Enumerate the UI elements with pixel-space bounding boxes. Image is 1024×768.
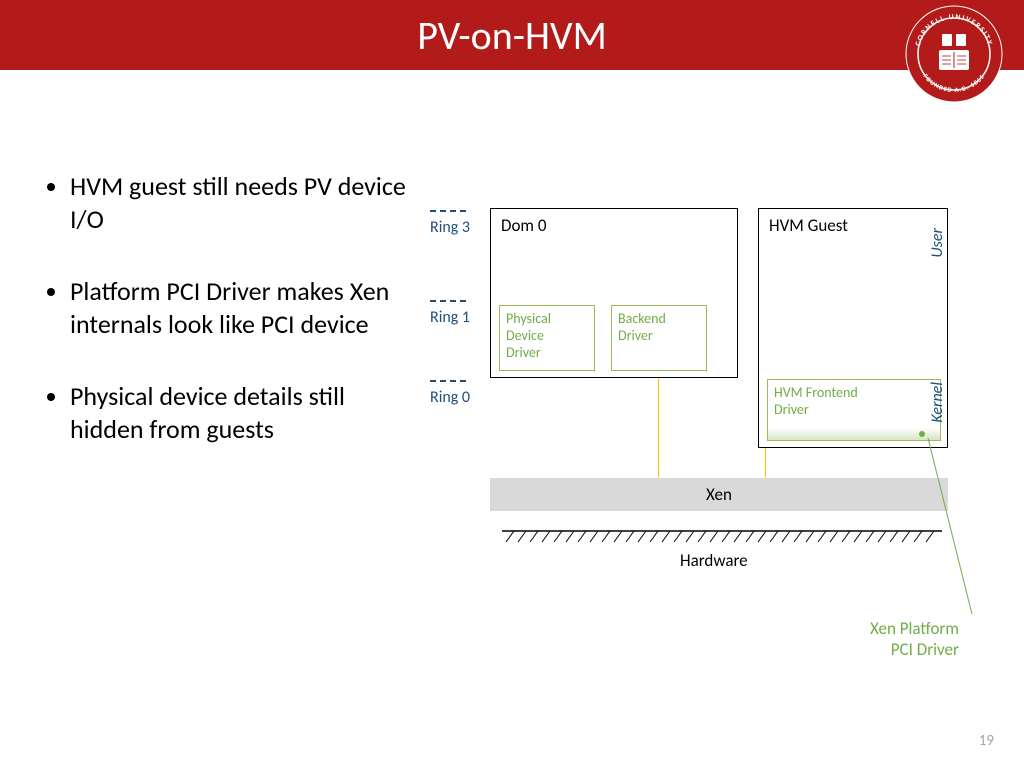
bullet-item: Physical device details still hidden fro… xyxy=(70,380,420,445)
bullet-item: HVM guest still needs PV device I/O xyxy=(70,170,420,235)
page-number: 19 xyxy=(979,732,994,750)
architecture-diagram: Ring 3 Ring 1 Ring 0 Dom 0 Physical Devi… xyxy=(430,200,990,660)
callout-pointer xyxy=(430,200,990,660)
cornell-seal: CORNELL UNIVERSITY FOUNDED A.D. 1865 xyxy=(904,4,1004,104)
bullet-item: Platform PCI Driver makes Xen internals … xyxy=(70,275,420,340)
slide-title: PV-on-HVM xyxy=(417,11,607,60)
pci-driver-callout: Xen Platform PCI Driver xyxy=(870,618,959,660)
bullet-list: HVM guest still needs PV device I/O Plat… xyxy=(0,170,420,485)
title-bar: PV-on-HVM xyxy=(0,0,1024,70)
